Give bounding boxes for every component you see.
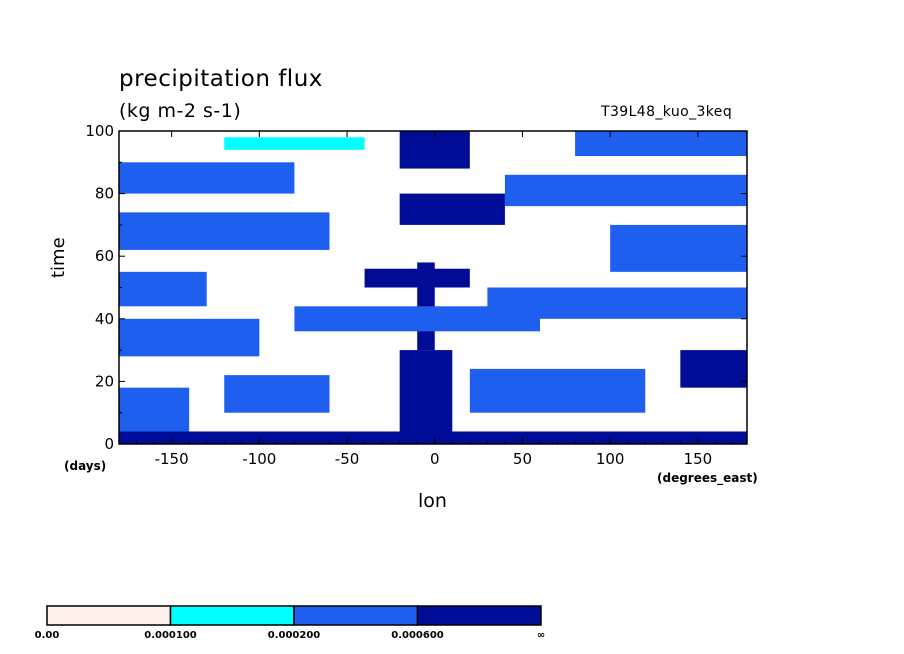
precip-patch [487,287,747,319]
y-tick-label: 40 [95,310,114,328]
x-axis-label: lon [418,490,447,512]
x-tick-label: -150 [155,450,189,468]
colorbar-swatch [416,605,542,626]
precip-patch [610,224,747,272]
precip-patch [469,368,646,413]
precip-patch [399,193,505,225]
x-tick-label: 50 [513,450,532,468]
y-axis: 0 20 40 60 80 100 [85,122,747,453]
precip-patch [399,131,470,169]
colorbar-swatch [169,605,295,626]
colorbar: 0.00 0.000100 0.000200 0.000600 ∞ [35,605,545,641]
chart-units: (kg m-2 s-1) [119,100,242,122]
x-tick-label: -50 [335,450,360,468]
y-axis-unit: (days) [64,459,107,473]
x-tick-label: -100 [242,450,276,468]
precipitation-field [119,131,747,444]
precip-patch [399,350,453,444]
colorbar-label: 0.000600 [391,630,444,641]
x-axis: -150 -100 -50 0 50 100 150 [136,131,734,468]
precip-patch [504,174,747,207]
colorbar-swatch [46,605,172,626]
y-tick-label: 20 [95,372,114,390]
y-tick-label: 60 [95,247,114,265]
x-tick-label: 100 [596,450,625,468]
precip-patch [119,387,190,432]
precip-patch [224,375,330,413]
precip-patch [119,212,330,250]
x-tick-label: 0 [430,450,440,468]
colorbar-label: 0.00 [35,630,60,641]
precip-patch [680,350,747,388]
chart-title: precipitation flux [119,66,323,92]
precip-patch [119,318,260,357]
colorbar-label: 0.000100 [144,630,197,641]
precip-patch [119,271,207,307]
colorbar-label: ∞ [537,630,545,641]
colorbar-label: 0.000200 [268,630,321,641]
precip-patch [364,268,470,288]
y-tick-label: 80 [95,185,114,203]
precip-patch [575,131,747,157]
colorbar-swatch [293,605,419,626]
y-tick-label: 100 [85,122,114,140]
x-tick-label: 150 [684,450,713,468]
x-axis-unit: (degrees_east) [657,471,758,485]
y-tick-label: 0 [104,435,114,453]
run-name: T39L48_kuo_3keq [601,104,733,120]
precip-patch [119,162,295,194]
precip-patch [224,137,365,150]
